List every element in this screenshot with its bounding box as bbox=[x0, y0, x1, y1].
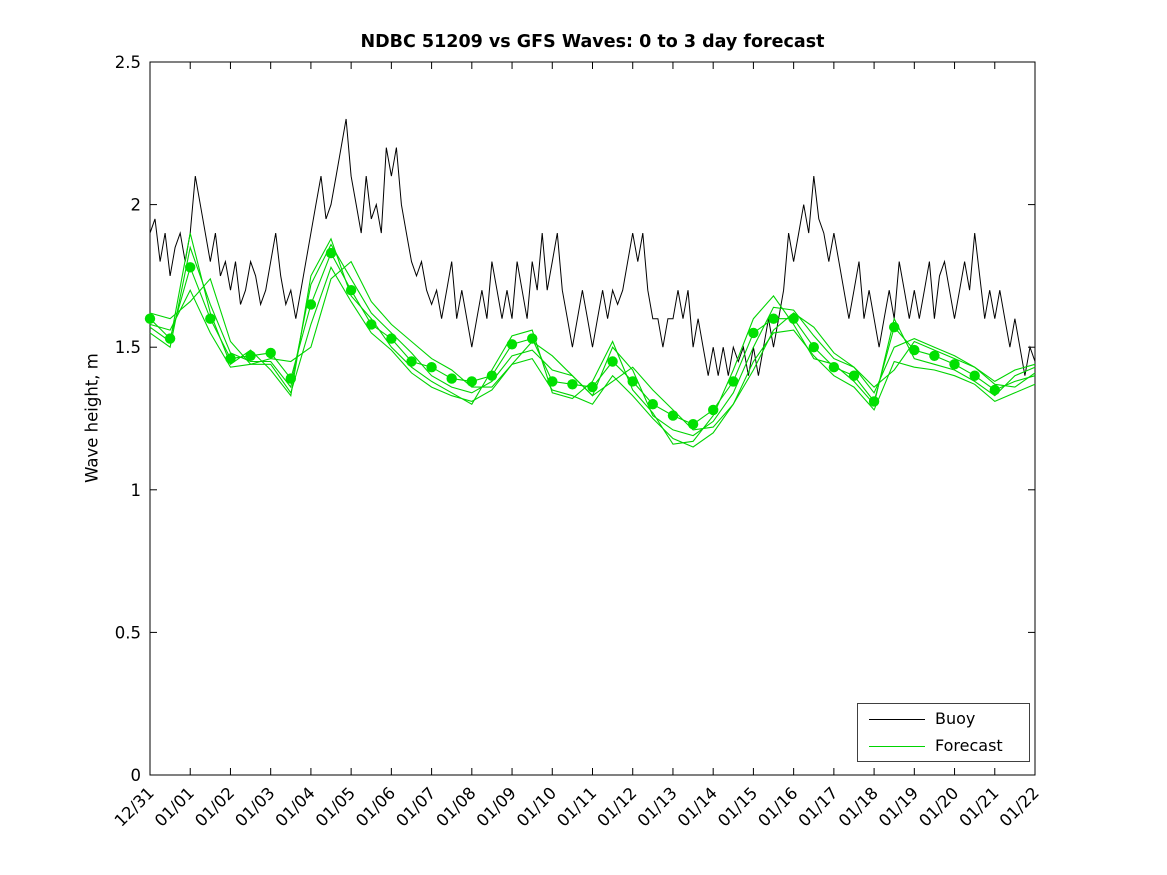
svg-text:2: 2 bbox=[131, 196, 142, 215]
svg-text:01/14: 01/14 bbox=[674, 783, 721, 830]
svg-text:01/07: 01/07 bbox=[392, 783, 439, 830]
svg-text:01/18: 01/18 bbox=[835, 783, 882, 830]
forecast-line-swatch bbox=[869, 745, 925, 747]
svg-text:01/05: 01/05 bbox=[312, 783, 359, 830]
svg-text:01/22: 01/22 bbox=[996, 783, 1043, 830]
svg-text:12/31: 12/31 bbox=[111, 783, 158, 830]
legend-item-forecast: Forecast bbox=[858, 734, 1029, 758]
svg-text:01/01: 01/01 bbox=[151, 783, 198, 830]
svg-text:01/12: 01/12 bbox=[593, 783, 640, 830]
y-axis-tick-labels: 0 0.5 1 1.5 2 2.5 bbox=[115, 53, 141, 785]
svg-text:01/17: 01/17 bbox=[795, 783, 842, 830]
svg-text:01/21: 01/21 bbox=[956, 783, 1003, 830]
forecast-series bbox=[149, 232, 1036, 448]
svg-text:01/02: 01/02 bbox=[191, 783, 238, 830]
svg-text:01/13: 01/13 bbox=[634, 783, 681, 830]
buoy-series bbox=[149, 118, 1036, 376]
svg-text:01/20: 01/20 bbox=[915, 783, 962, 830]
svg-text:01/09: 01/09 bbox=[473, 783, 520, 830]
svg-text:01/15: 01/15 bbox=[714, 783, 761, 830]
x-axis-tick-labels: 12/3101/0101/0201/0301/0401/0501/0601/07… bbox=[111, 783, 1043, 830]
chart-title: NDBC 51209 vs GFS Waves: 0 to 3 day fore… bbox=[360, 32, 825, 52]
legend-label-forecast: Forecast bbox=[935, 736, 1003, 755]
x-axis-ticks bbox=[149, 62, 1036, 775]
svg-text:0: 0 bbox=[131, 766, 142, 785]
svg-text:0.5: 0.5 bbox=[115, 623, 141, 642]
svg-text:1.5: 1.5 bbox=[115, 338, 141, 357]
svg-text:01/04: 01/04 bbox=[272, 783, 319, 830]
svg-text:1: 1 bbox=[131, 481, 142, 500]
legend-label-buoy: Buoy bbox=[935, 709, 976, 728]
legend-item-buoy: Buoy bbox=[858, 707, 1029, 731]
svg-text:01/19: 01/19 bbox=[875, 783, 922, 830]
svg-text:01/06: 01/06 bbox=[352, 783, 399, 830]
forecast-markers bbox=[144, 247, 1000, 430]
svg-text:01/11: 01/11 bbox=[553, 783, 600, 830]
svg-text:2.5: 2.5 bbox=[115, 53, 141, 72]
y-axis-ticks bbox=[150, 61, 1035, 776]
svg-text:01/16: 01/16 bbox=[754, 783, 801, 830]
axes-box bbox=[149, 61, 1036, 776]
svg-text:01/03: 01/03 bbox=[231, 783, 278, 830]
svg-text:01/08: 01/08 bbox=[433, 783, 480, 830]
buoy-line-swatch bbox=[869, 718, 925, 720]
legend: Buoy Forecast bbox=[857, 703, 1030, 762]
svg-text:01/10: 01/10 bbox=[513, 783, 560, 830]
